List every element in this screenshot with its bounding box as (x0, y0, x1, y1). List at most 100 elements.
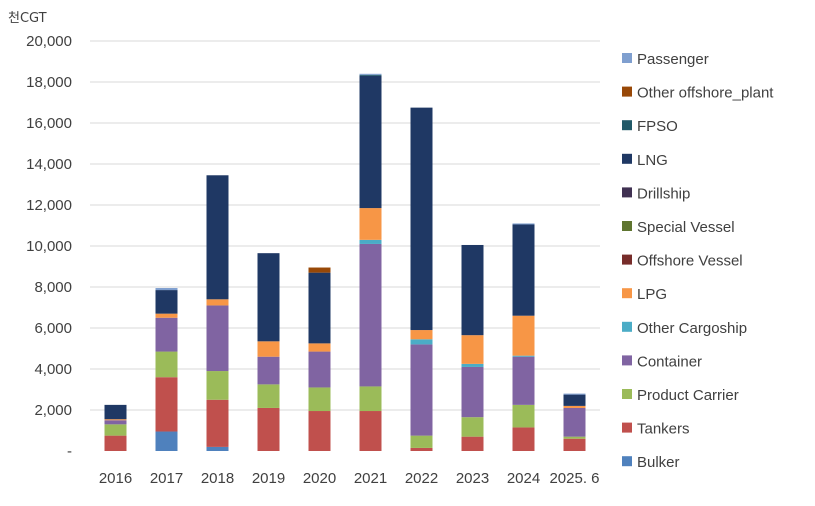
bar-segment-container (410, 344, 433, 436)
legend-swatch (622, 422, 632, 433)
x-tick-label: 2018 (201, 470, 234, 487)
legend-label: Drillship (637, 185, 690, 202)
bar-segment-fpso (359, 74, 382, 76)
legend-label: FPSO (637, 118, 678, 135)
bar-segment-lng (563, 394, 586, 406)
legend-label: Product Carrier (637, 387, 739, 404)
bar-segment-other-cargoship (359, 239, 382, 244)
y-tick-label: 4,000 (34, 361, 72, 378)
bar-segment-product-carrier (308, 387, 331, 412)
y-tick-label: 10,000 (26, 238, 72, 255)
bar-segment-product-carrier (155, 351, 178, 378)
bar-segment-other-cargoship (512, 355, 535, 357)
x-tick-label: 2016 (99, 470, 132, 487)
bar-segment-lpg (512, 315, 535, 356)
bar-segment-product-carrier (257, 384, 280, 408)
bar-stack-2022 (410, 107, 433, 451)
legend-swatch (622, 355, 632, 366)
bar-segment-container (104, 420, 127, 425)
y-axis-tick-labels: - 2,000 4,000 6,000 8,000 10,000 12,000 14,000 1… (26, 33, 72, 460)
bar-segment-other-cargoship (461, 363, 484, 367)
legend-label: Special Vessel (637, 219, 735, 236)
bar-segment-passenger (359, 73, 382, 75)
y-tick-label: 18,000 (26, 74, 72, 91)
bar-stacks (104, 73, 586, 451)
legend-label: Other offshore_plant (637, 85, 774, 102)
bar-segment-lng (257, 253, 280, 342)
bar-segment-passenger (563, 393, 586, 395)
legend-label: Bulker (637, 454, 680, 471)
bar-stack-2021 (359, 73, 382, 451)
bar-stack-2016 (104, 404, 127, 451)
bar-segment-tankers (359, 411, 382, 451)
bar-segment-tankers (512, 427, 535, 451)
bar-segment-container (359, 243, 382, 387)
y-tick-label: 12,000 (26, 197, 72, 214)
bar-segment-lng (512, 224, 535, 316)
bar-segment-lng (410, 107, 433, 331)
y-tick-label: - (67, 443, 72, 460)
legend-label: Container (637, 353, 702, 370)
bar-segment-lpg (563, 405, 586, 408)
bar-segment-container (206, 305, 229, 372)
bar-segment-lpg (308, 343, 331, 352)
bar-segment-product-carrier (512, 404, 535, 428)
x-tick-label: 2017 (150, 470, 183, 487)
bar-stack-2019 (257, 253, 280, 451)
bar-segment-tankers (206, 399, 229, 447)
bar-segment-tankers (410, 447, 433, 451)
bar-segment-tankers (461, 436, 484, 451)
bar-segment-product-carrier (104, 424, 127, 436)
bar-segment-product-carrier (461, 417, 484, 437)
bar-stack-2024 (512, 223, 535, 451)
y-tick-label: 14,000 (26, 156, 72, 173)
bar-segment-passenger (155, 288, 178, 291)
legend-label: LNG (637, 152, 668, 169)
bar-segment-lpg (206, 299, 229, 306)
bar-segment-lng (308, 272, 331, 344)
bar-segment-bulker (155, 431, 178, 451)
legend-swatch (622, 321, 632, 332)
bar-segment-product-carrier (563, 436, 586, 439)
legend-label: Tankers (637, 421, 690, 438)
bar-segment-lpg (410, 330, 433, 340)
bar-segment-product-carrier (206, 371, 229, 400)
bar-segment-tankers (308, 411, 331, 451)
bar-segment-lng (104, 404, 127, 420)
legend-swatch (622, 254, 632, 265)
bar-segment-container (155, 317, 178, 352)
bar-segment-container (512, 356, 535, 405)
legend-label: LPG (637, 286, 667, 303)
bar-segment-container (461, 366, 484, 418)
legend-swatch (622, 221, 632, 231)
bar-segment-product-carrier (410, 435, 433, 448)
bar-segment-lng (155, 290, 178, 314)
legend-label: Other Cargoship (637, 320, 747, 337)
bar-stack-2017 (155, 288, 178, 451)
bar-segment-tankers (155, 377, 178, 432)
legend: Passenger Other offshore_plant FPSO LNG Dril… (622, 51, 774, 471)
bar-segment-lng (359, 75, 382, 209)
bar-segment-lng (461, 244, 484, 336)
bar-segment-bulker (206, 446, 229, 451)
bar-segment-container (308, 351, 331, 388)
y-axis-unit-label: 천CGT (8, 11, 47, 26)
bar-segment-other-cargoship (410, 339, 433, 345)
bar-segment-lpg (461, 335, 484, 364)
x-tick-label: 2020 (303, 470, 336, 487)
legend-swatch (622, 153, 632, 164)
bar-stack-2018 (206, 175, 229, 451)
x-tick-label: 2025. 6 (549, 470, 599, 487)
y-tick-label: 6,000 (34, 320, 72, 337)
x-tick-label: 2022 (405, 470, 438, 487)
legend-swatch (622, 288, 632, 299)
bar-stack-2023 (461, 244, 484, 451)
bar-segment-container (257, 356, 280, 385)
bar-stack-2020 (308, 267, 331, 451)
x-tick-label: 2019 (252, 470, 285, 487)
bar-segment-passenger (512, 223, 535, 225)
bar-segment-lng (206, 175, 229, 300)
legend-swatch (622, 456, 632, 467)
bar-segment-lpg (155, 313, 178, 318)
